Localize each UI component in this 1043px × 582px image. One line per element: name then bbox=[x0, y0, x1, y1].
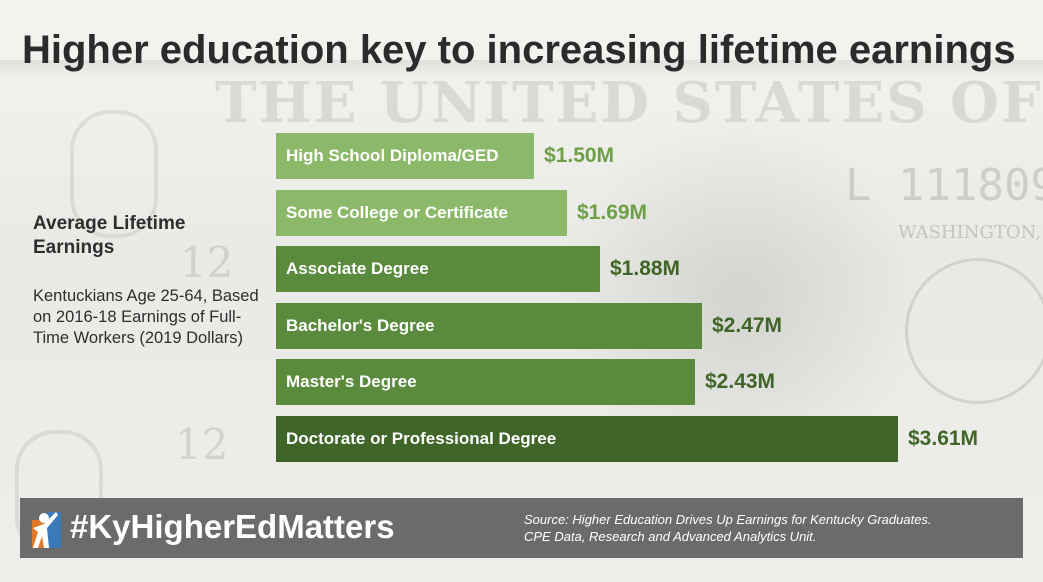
bar: Associate Degree $1.88M bbox=[276, 246, 680, 293]
hashtag-text: #KyHigherEdMatters bbox=[70, 508, 395, 545]
chart-subtitle: Average Lifetime Earnings bbox=[33, 213, 186, 258]
bar-category-label: Doctorate or Professional Degree bbox=[286, 429, 557, 448]
bar-category-label: Associate Degree bbox=[286, 259, 429, 279]
bar: Master's Degree $2.43M bbox=[276, 359, 775, 406]
bar: Bachelor's Degree $2.47M bbox=[276, 302, 782, 349]
bar-category-label: Some College or Certificate bbox=[286, 202, 509, 222]
bar: Doctorate or Professional Degree $3.61M bbox=[276, 416, 978, 462]
treasury-seal-icon bbox=[905, 258, 1043, 404]
bar-value-label: $3.61M bbox=[908, 427, 979, 450]
bar-value-label: $2.47M bbox=[712, 313, 783, 337]
bar-value-label: $1.69M bbox=[577, 200, 648, 224]
bar-value-label: $2.43M bbox=[705, 370, 776, 394]
bar-value-label: $1.88M bbox=[610, 257, 681, 281]
source-line: Source: Higher Education Drives Up Earni… bbox=[524, 512, 932, 527]
bill-engraved-text: THE UNITED STATES OF AMERICA bbox=[215, 70, 1043, 136]
bill-corner-one-icon bbox=[70, 110, 158, 238]
bill-edge bbox=[0, 60, 1043, 78]
bill-city-text: WASHINGTON, bbox=[898, 222, 1041, 243]
bar-value-label: $1.50M bbox=[544, 144, 615, 167]
bar-category-label: High School Diploma/GED bbox=[286, 146, 499, 165]
source-line: CPE Data, Research and Advanced Analytic… bbox=[524, 529, 817, 544]
cpe-person-logo-icon bbox=[32, 512, 61, 548]
bar-category-label: Bachelor's Degree bbox=[286, 315, 435, 335]
chart-description: Kentuckians Age 25-64, Based on 2016-18 … bbox=[33, 287, 259, 347]
bill-corner-number-icon: 12 bbox=[175, 420, 229, 469]
source-citation: Source: Higher Education Drives Up Earni… bbox=[524, 511, 932, 545]
bill-corner-number-icon: 12 bbox=[180, 238, 234, 287]
bill-serial-number: L 111809 bbox=[845, 160, 1043, 211]
bar: High School Diploma/GED $1.50M bbox=[276, 133, 614, 179]
bar: Some College or Certificate $1.69M bbox=[276, 189, 647, 236]
footer-banner: #KyHigherEdMatters Source: Higher Educat… bbox=[20, 498, 1023, 558]
page-title: Higher education key to increasing lifet… bbox=[22, 28, 1016, 72]
bar-category-label: Master's Degree bbox=[286, 372, 417, 392]
